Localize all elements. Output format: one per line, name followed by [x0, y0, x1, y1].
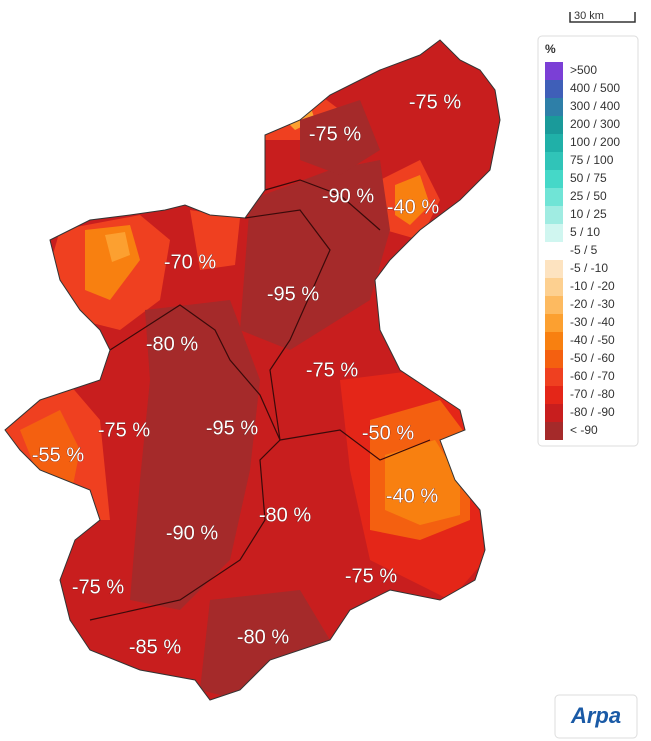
map-label: -75 % — [72, 576, 124, 598]
legend-swatch — [545, 404, 563, 422]
legend-title: % — [545, 42, 556, 56]
legend: % >500 400 / 500 300 / 400 200 / 300 100 / 2… — [537, 35, 639, 447]
scale-line — [569, 12, 636, 23]
legend-swatch — [545, 350, 563, 368]
logo-box — [554, 694, 638, 739]
legend-swatch — [545, 170, 563, 188]
map-label: -85 % — [129, 636, 181, 658]
legend-label: 300 / 400 — [570, 99, 620, 113]
legend-label: -60 / -70 — [570, 369, 615, 383]
logo: Arpa — [554, 694, 638, 739]
border — [264, 179, 381, 231]
legend-swatch — [545, 116, 563, 134]
map-label: -90 % — [322, 185, 374, 207]
scale-label: 30 km — [574, 10, 604, 22]
map-labels: -75 % -75 % -90 % -40 % -70 % -95 % -80 % -75 %… — [32, 91, 462, 659]
map-label: -75 % — [345, 565, 397, 587]
map-label: -80 % — [146, 333, 198, 355]
map-label: -50 % — [362, 422, 414, 444]
contour — [300, 100, 380, 175]
legend-label: < -90 — [570, 423, 598, 437]
logo-text: Arpa — [570, 703, 621, 728]
legend-swatch — [545, 152, 563, 170]
legend-swatch — [545, 422, 563, 440]
legend-label: 75 / 100 — [570, 153, 614, 167]
map-label: -75 % — [409, 91, 461, 113]
map-label: -75 % — [306, 359, 358, 381]
contour — [105, 232, 130, 262]
legend-label: 200 / 300 — [570, 117, 620, 131]
legend-label: -5 / -10 — [570, 261, 608, 275]
legend-label: -70 / -80 — [570, 387, 615, 401]
legend-label: -40 / -50 — [570, 333, 615, 347]
legend-swatch — [545, 224, 563, 242]
map-label: -40 % — [387, 196, 439, 218]
legend-label: 10 / 25 — [570, 207, 607, 221]
map-label: -75 % — [309, 123, 361, 145]
map-label: -75 % — [98, 419, 150, 441]
map-label: -80 % — [259, 504, 311, 526]
map-label: -70 % — [164, 251, 216, 273]
map-label: -90 % — [166, 522, 218, 544]
legend-label: 5 / 10 — [570, 225, 600, 239]
map-label: -55 % — [32, 444, 84, 466]
contour — [385, 440, 460, 525]
legend-swatch — [545, 206, 563, 224]
legend-swatch — [545, 278, 563, 296]
legend-swatch — [545, 314, 563, 332]
contour — [240, 160, 390, 350]
border — [109, 304, 281, 441]
legend-swatch — [545, 98, 563, 116]
legend-swatch — [545, 296, 563, 314]
legend-label: 25 / 50 — [570, 189, 607, 203]
legend-label: -80 / -90 — [570, 405, 615, 419]
map-label: -95 % — [267, 283, 319, 305]
legend-swatch — [545, 242, 563, 260]
contour — [130, 300, 260, 610]
legend-label: >500 — [570, 63, 597, 77]
contour — [395, 175, 430, 225]
border — [279, 429, 431, 461]
contour — [200, 590, 330, 700]
contour — [190, 210, 240, 270]
legend-swatch — [545, 386, 563, 404]
legend-label: -5 / 5 — [570, 243, 598, 257]
legend-label: -50 / -60 — [570, 351, 615, 365]
scale-bar: 30 km — [569, 10, 636, 23]
legend-label: 50 / 75 — [570, 171, 607, 185]
legend-label: -10 / -20 — [570, 279, 615, 293]
region-outline — [4, 39, 501, 701]
map-label: -95 % — [206, 417, 258, 439]
legend-label: -20 / -30 — [570, 297, 615, 311]
map-label: -40 % — [386, 485, 438, 507]
legend-swatch — [545, 368, 563, 386]
legend-swatch — [545, 80, 563, 98]
legend-label: 100 / 200 — [570, 135, 620, 149]
legend-label: -30 / -40 — [570, 315, 615, 329]
legend-swatch — [545, 188, 563, 206]
legend-swatch — [545, 134, 563, 152]
legend-swatch — [545, 260, 563, 278]
legend-swatch — [545, 332, 563, 350]
legend-swatch — [545, 62, 563, 80]
legend-label: 400 / 500 — [570, 81, 620, 95]
map-label: -80 % — [237, 626, 289, 648]
province-borders — [89, 179, 431, 621]
contour — [20, 410, 80, 500]
